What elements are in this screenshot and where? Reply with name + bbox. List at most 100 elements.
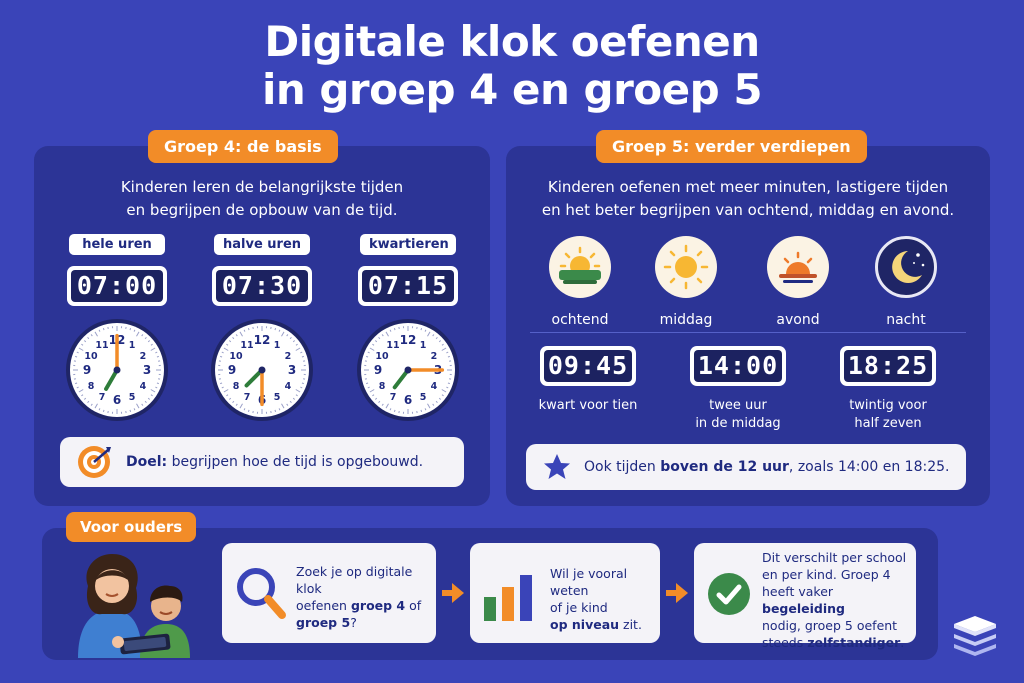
groep5-note-text: Ook tijden boven de 12 uur, zoals 14:00 … (584, 459, 949, 475)
arrow-right-icon (442, 583, 464, 603)
card-3-line-5: steeds zelfstandiger. (762, 634, 912, 651)
ouders-card-2: Wil je vooral weten of je kind op niveau… (470, 543, 660, 643)
title-line-1: Digitale klok oefenen (264, 17, 760, 66)
tod-label-middag: middag (659, 312, 713, 328)
dial-number: 7 (390, 392, 397, 403)
clock-label-1: hele uren (69, 234, 165, 255)
card-3-line-2: en per kind. Groep 4 (762, 567, 891, 582)
example-caption-3-line-2: half zeven (854, 416, 922, 431)
dial-number: 5 (420, 392, 427, 403)
groep5-note: Ook tijden boven de 12 uur, zoals 14:00 … (526, 444, 966, 490)
card-2-line-1: Wil je vooral weten (550, 566, 628, 598)
page-title: Digitale klok oefenen in groep 4 en groe… (0, 18, 1024, 114)
digital-time-2: 07:30 (216, 270, 308, 302)
groep4-intro-line-1: Kinderen leren de belangrijkste tijden (120, 178, 404, 196)
example-time-3: 18:25 (844, 350, 932, 382)
example-digital-3: 18:25 (840, 346, 936, 386)
card-3-line-3a: heeft vaker (762, 584, 834, 599)
clock-label-3: kwartieren (360, 234, 456, 255)
card-1-line-2a: oefenen (296, 598, 351, 613)
dial-number: 12 (400, 333, 417, 347)
dial-number: 1 (274, 340, 281, 351)
dial-number: 7 (99, 392, 106, 403)
dial-number: 3 (143, 363, 151, 377)
digital-clock-3: 07:15 (358, 266, 458, 306)
groep5-tag: Groep 5: verder verdiepen (596, 130, 867, 163)
book-stack-icon (954, 616, 996, 656)
tod-label-nacht: nacht (886, 312, 926, 328)
dial-number: 11 (240, 340, 253, 351)
dial-number: 4 (285, 381, 292, 392)
example-digital-2: 14:00 (690, 346, 786, 386)
card-1-line-3b: ? (350, 615, 357, 630)
groep4-intro: Kinderen leren de belangrijkste tijden e… (34, 176, 490, 222)
dial-number: 1 (129, 340, 136, 351)
dial-number: 8 (88, 381, 95, 392)
dial-number: 8 (379, 381, 386, 392)
card-1-line-1: Zoek je op digitale klok (296, 564, 413, 596)
dial-number: 1 (420, 340, 427, 351)
dial-number: 3 (288, 363, 296, 377)
card-2-line-3a: op niveau (550, 617, 620, 632)
magnifier-icon (237, 568, 286, 619)
example-time-2: 14:00 (694, 350, 782, 382)
goal-box: Doel: begrijpen hoe de tijd is opgebouwd… (60, 437, 464, 487)
card-3-line-4: nodig, groep 5 oefent (762, 618, 898, 633)
groep4-tag: Groep 4: de basis (148, 130, 338, 163)
digital-time-3: 07:15 (362, 270, 454, 302)
card-2-text: Wil je vooral weten of je kind op niveau… (550, 565, 656, 633)
card-2-line-3b: zit. (619, 617, 642, 632)
ouders-tag: Voor ouders (66, 512, 197, 542)
analog-clock-3: 121234567891011 (357, 319, 459, 421)
card-3-line-5c: . (900, 635, 905, 650)
card-1-line-2c: of (405, 598, 422, 613)
dial-number: 11 (386, 340, 399, 351)
dial-number: 11 (95, 340, 108, 351)
card-3-text: Dit verschilt per school en per kind. Gr… (762, 549, 912, 651)
dial-number: 8 (233, 381, 240, 392)
hour-hand (244, 368, 264, 388)
star-icon (544, 454, 570, 479)
digital-clock-2: 07:30 (212, 266, 312, 306)
tod-label-avond: avond (776, 312, 820, 328)
example-digital-1: 09:45 (540, 346, 636, 386)
card-1-line-2b: groep 4 (350, 598, 406, 613)
tod-nacht: nacht (866, 236, 946, 328)
card-3-line-5b: zelfstandiger (807, 635, 901, 650)
goal-strong: Doel: (126, 454, 168, 470)
example-caption-3-line-1: twintig voor (849, 398, 927, 413)
parent-child-illustration (78, 554, 190, 658)
tod-avond: avond (758, 236, 838, 328)
example-time-1: 09:45 (544, 350, 632, 382)
card-3-line-3: heeft vaker begeleiding (762, 583, 912, 617)
analog-clock-1: 121234567891011 (66, 319, 168, 421)
groep5-intro-line-2: en het beter begrijpen van ochtend, midd… (541, 201, 955, 219)
card-1-text: Zoek je op digitale klok oefenen groep 4… (296, 563, 430, 631)
target-icon (78, 446, 111, 478)
dial-number: 12 (254, 333, 271, 347)
check-icon (708, 573, 750, 615)
card-2-line-3: op niveau zit. (550, 616, 656, 633)
card-1-line-3a: groep 5 (296, 615, 351, 630)
digital-time-1: 07:00 (71, 270, 163, 302)
ouders-card-3: Dit verschilt per school en per kind. Gr… (694, 543, 916, 650)
clock-center (404, 366, 412, 374)
dial-number: 7 (244, 392, 251, 403)
clock-label-2: halve uren (214, 234, 310, 255)
dial-number: 2 (431, 351, 438, 362)
groep5-divider (530, 332, 966, 333)
bar-chart-icon (484, 575, 532, 621)
arrow-right-icon-2 (666, 583, 688, 603)
dial-number: 9 (228, 363, 236, 377)
title-line-2: in groep 4 en groep 5 (261, 65, 763, 114)
card-1-line-2: oefenen groep 4 of (296, 597, 430, 614)
card-3-line-3b: begeleiding (762, 601, 845, 616)
sun-icon (655, 236, 717, 298)
dial-number: 6 (404, 393, 412, 407)
hour-hand (392, 368, 410, 390)
clock-center (113, 366, 121, 374)
dial-number: 9 (374, 363, 382, 377)
dial-number: 2 (285, 351, 292, 362)
goal-rest: begrijpen hoe de tijd is opgebouwd. (167, 454, 424, 470)
dial-number: 5 (274, 392, 281, 403)
